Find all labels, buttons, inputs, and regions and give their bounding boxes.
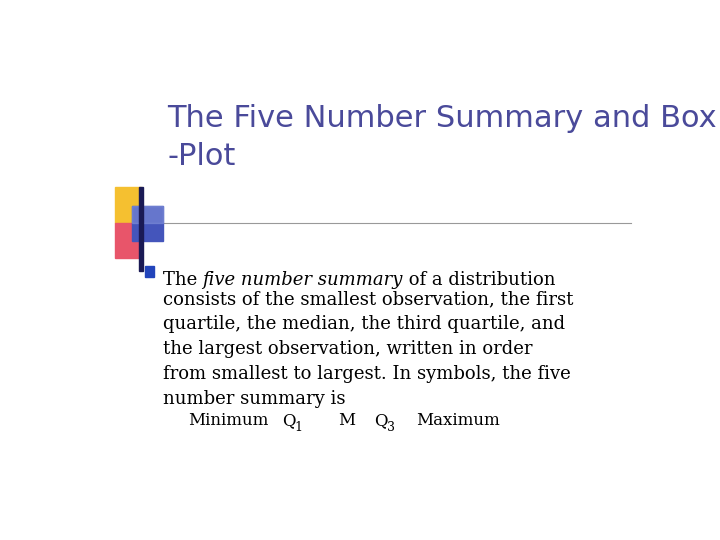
Text: five number summary: five number summary — [202, 271, 403, 288]
Text: Q: Q — [374, 412, 388, 429]
Text: The Five Number Summary and Box: The Five Number Summary and Box — [167, 104, 716, 133]
Text: The: The — [163, 271, 202, 288]
Bar — [114, 223, 141, 258]
Bar — [114, 187, 141, 223]
Bar — [139, 187, 143, 271]
Text: Q: Q — [282, 412, 296, 429]
Bar — [132, 206, 163, 241]
Text: of a distribution: of a distribution — [403, 271, 555, 288]
Text: -Plot: -Plot — [167, 142, 235, 171]
Text: consists of the smallest observation, the first
quartile, the median, the third : consists of the smallest observation, th… — [163, 290, 573, 408]
Bar — [132, 206, 163, 223]
Text: 3: 3 — [387, 421, 395, 434]
Text: Maximum: Maximum — [416, 412, 500, 429]
Bar — [145, 266, 153, 277]
Text: M: M — [338, 412, 356, 429]
Text: Minimum: Minimum — [188, 412, 268, 429]
Text: 1: 1 — [294, 421, 303, 434]
